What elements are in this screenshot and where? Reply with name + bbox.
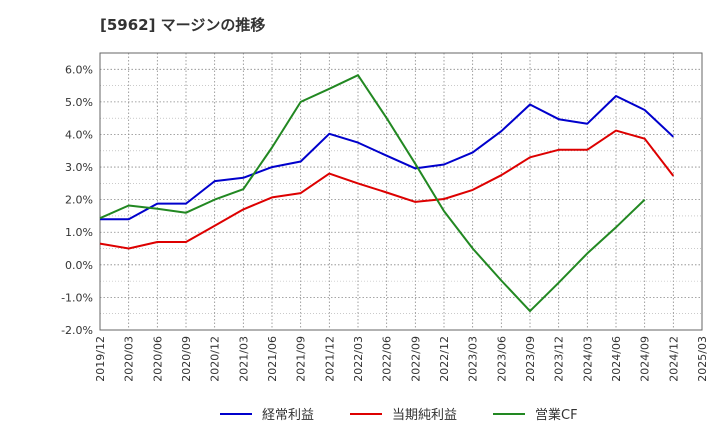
x-tick-label: 2020/06 — [151, 336, 164, 382]
x-tick-label: 2022/12 — [438, 336, 451, 382]
x-tick-label: 2024/06 — [610, 336, 623, 382]
plot-area — [100, 53, 702, 330]
y-tick-label: -2.0% — [61, 324, 93, 337]
x-tick-label: 2021/06 — [266, 336, 279, 382]
x-tick-label: 2022/03 — [352, 336, 365, 382]
x-tick-label: 2019/12 — [94, 336, 107, 382]
y-tick-label: 6.0% — [65, 63, 93, 76]
x-tick-label: 2022/09 — [409, 336, 422, 382]
x-tick-label: 2023/06 — [495, 336, 508, 382]
legend-label: 経常利益 — [262, 408, 314, 423]
y-tick-label: 5.0% — [65, 96, 93, 109]
chart-title: [5962] マージンの推移 — [100, 16, 266, 34]
x-tick-label: 2020/03 — [123, 336, 136, 382]
y-tick-label: 0.0% — [65, 259, 93, 272]
x-tick-label: 2023/03 — [467, 336, 480, 382]
x-tick-label: 2020/12 — [209, 336, 222, 382]
series-line-1 — [100, 95, 674, 221]
y-tick-label: -1.0% — [61, 291, 93, 304]
plot-border — [99, 52, 703, 331]
x-tick-label: 2024/09 — [639, 336, 652, 382]
x-tick-label: 2025/03 — [696, 336, 709, 382]
x-tick-label: 2024/12 — [667, 336, 680, 382]
series-line-2 — [99, 129, 675, 250]
legend-label: 営業CF — [535, 407, 578, 423]
x-tick-label: 2023/09 — [524, 336, 537, 382]
y-tick-label: 1.0% — [65, 226, 93, 239]
x-tick-label: 2023/12 — [553, 336, 566, 382]
x-tick-label: 2021/12 — [323, 336, 336, 382]
x-tick-label: 2020/09 — [180, 336, 193, 382]
y-tick-label: 2.0% — [65, 194, 93, 207]
x-tick-label: 2021/09 — [295, 336, 308, 382]
x-tick-label: 2024/03 — [581, 336, 594, 382]
y-tick-label: 3.0% — [65, 161, 93, 174]
y-tick-label: 4.0% — [65, 128, 93, 141]
x-tick-label: 2022/06 — [381, 336, 394, 382]
series-line-3 — [99, 74, 646, 313]
x-tick-label: 2021/03 — [237, 336, 250, 382]
legend-label: 当期純利益 — [392, 408, 457, 423]
